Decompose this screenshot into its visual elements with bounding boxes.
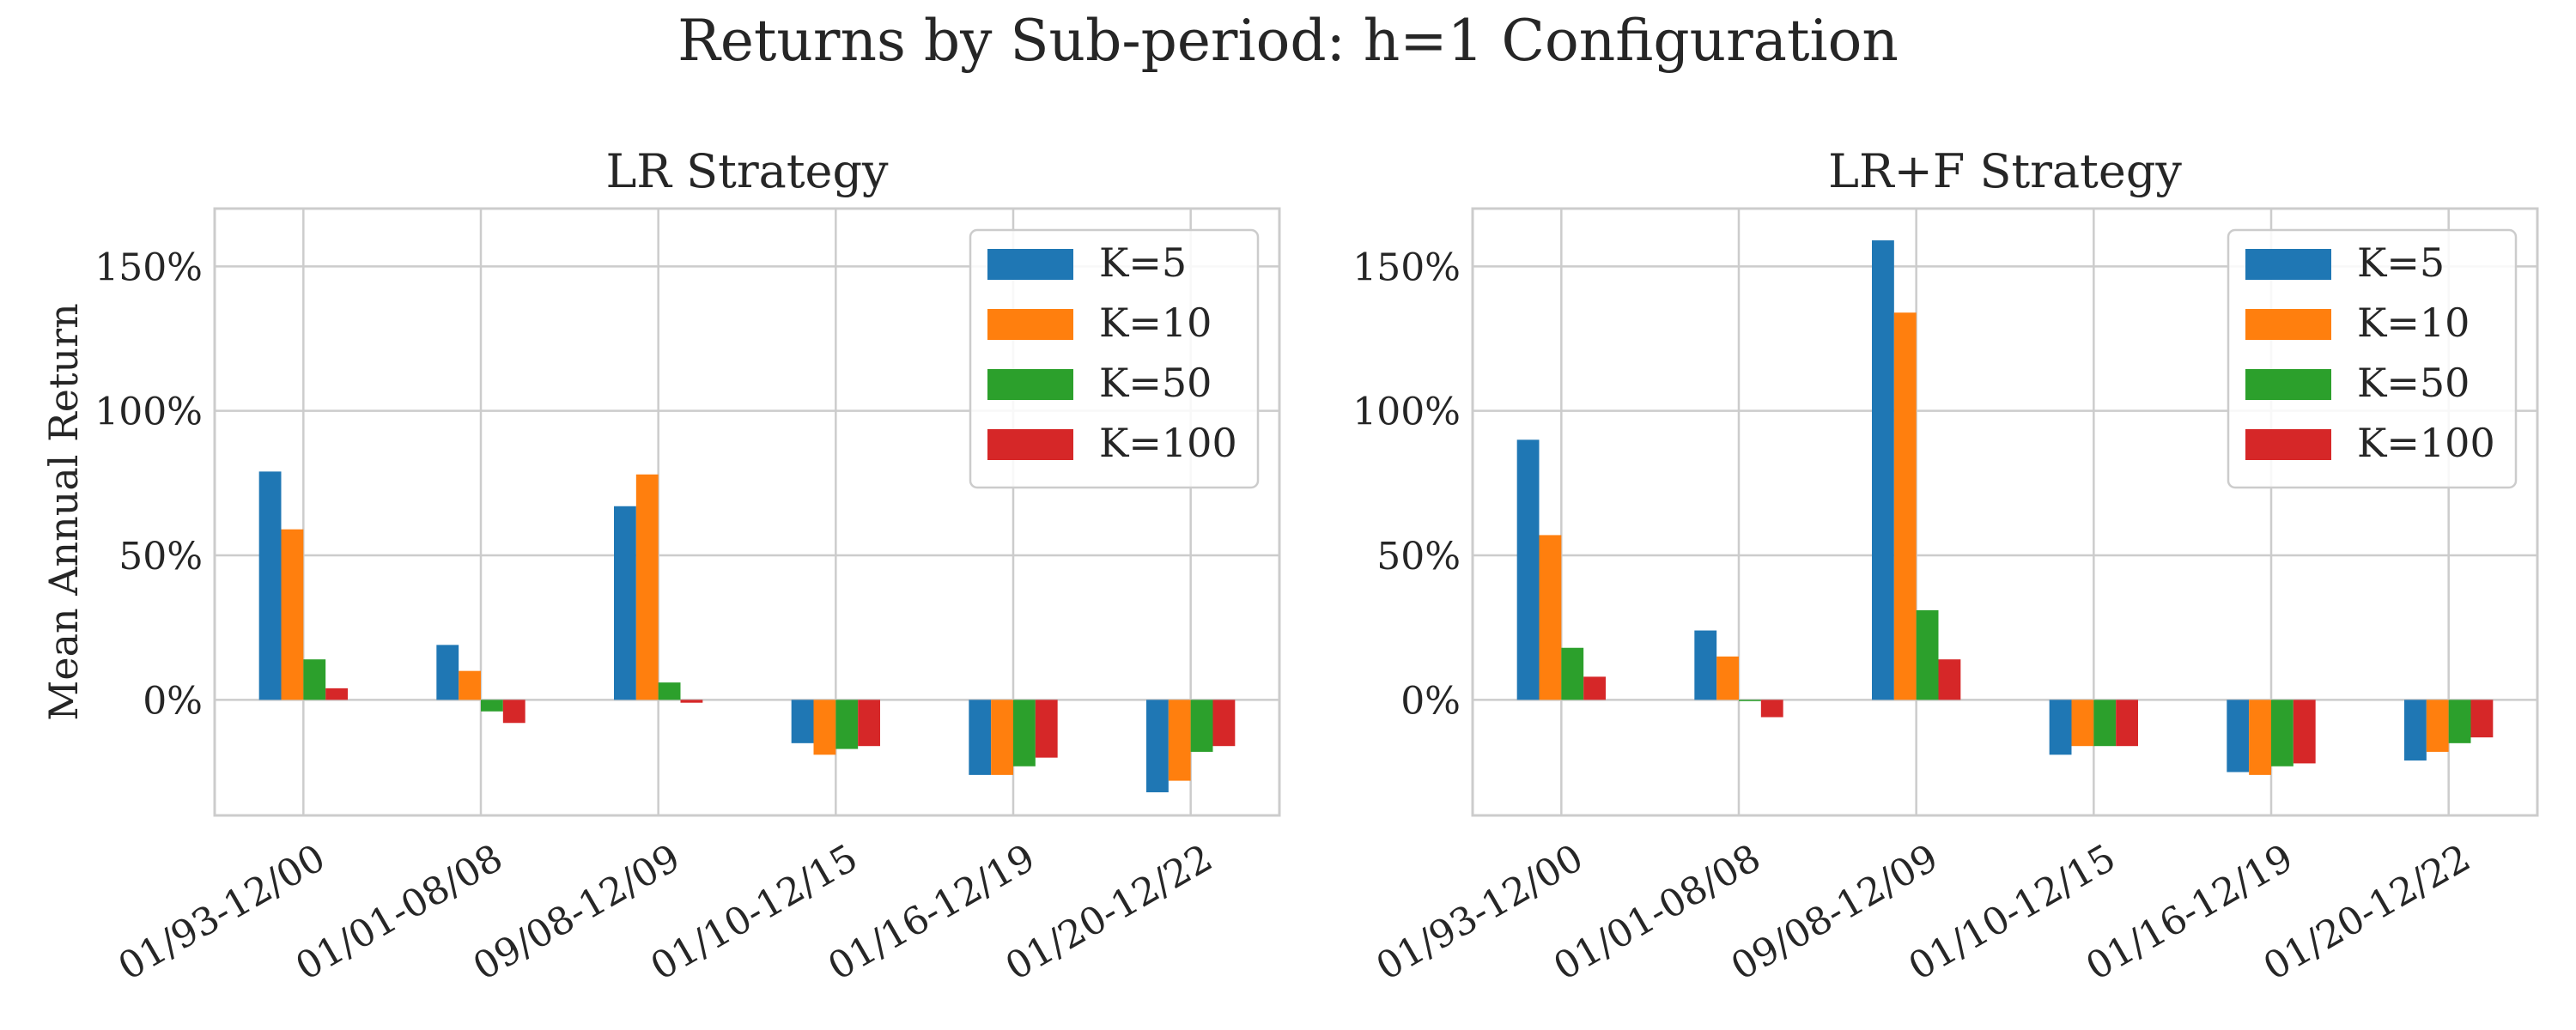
axes-frame bbox=[213, 207, 1281, 817]
bar-k10-5 bbox=[991, 700, 1013, 775]
bar-k5-5 bbox=[2227, 700, 2250, 772]
legend-swatch bbox=[987, 309, 1073, 340]
legend-label: K=10 bbox=[2357, 300, 2470, 346]
chart-panel-2: 0%50%100%150%01/93-12/0001/01-08/0809/08… bbox=[1352, 144, 2539, 989]
legend-swatch bbox=[987, 369, 1073, 400]
bar-k5-2 bbox=[1694, 630, 1717, 700]
legend-box bbox=[2227, 228, 2518, 489]
bar-k5-1 bbox=[1516, 439, 1540, 700]
bar-k5-3 bbox=[614, 506, 636, 700]
bar-k100-5 bbox=[1035, 700, 1058, 758]
bar-k50-6 bbox=[1190, 700, 1213, 752]
bar-k100-3 bbox=[1938, 659, 1961, 700]
y-tick-label: 0% bbox=[1400, 679, 1461, 723]
bar-k50-1 bbox=[1561, 647, 1584, 700]
bar-k100-1 bbox=[1583, 676, 1606, 700]
bar-k50-3 bbox=[1916, 609, 1939, 700]
y-tick-label: 150% bbox=[94, 245, 203, 289]
bar-k10-3 bbox=[635, 474, 659, 700]
bar-k10-2 bbox=[459, 670, 481, 700]
figure-title: Returns by Sub-period: h=1 Configuration bbox=[677, 8, 1899, 74]
chart-title: LR Strategy bbox=[605, 144, 889, 198]
y-tick-label: 50% bbox=[1376, 535, 1461, 579]
bar-k10-4 bbox=[2071, 700, 2094, 747]
bar-k5-4 bbox=[2049, 700, 2072, 755]
legend: K=5 K=10 K=50 K=100 bbox=[969, 228, 1260, 489]
bar-k100-5 bbox=[2293, 700, 2316, 764]
legend-box bbox=[969, 228, 1260, 489]
chart-title: LR+F Strategy bbox=[1828, 144, 2182, 198]
bar-k10-6 bbox=[1168, 700, 1191, 781]
bar-k50-4 bbox=[2093, 700, 2117, 747]
legend-label: K=10 bbox=[1099, 300, 1212, 346]
bar-k10-1 bbox=[281, 529, 304, 700]
bar-k10-5 bbox=[2249, 700, 2271, 775]
bar-k50-5 bbox=[2271, 700, 2293, 766]
bar-k100-4 bbox=[2116, 700, 2138, 747]
axes-frame bbox=[1471, 207, 2539, 817]
legend-swatch bbox=[2245, 429, 2331, 460]
bar-k5-4 bbox=[791, 700, 814, 743]
y-tick-label: 50% bbox=[118, 535, 203, 579]
y-axis-label: Mean Annual Return bbox=[40, 303, 87, 720]
bar-k50-6 bbox=[2448, 700, 2471, 743]
bar-k10-3 bbox=[1893, 312, 1917, 700]
legend-swatch bbox=[2245, 249, 2331, 280]
legend-swatch bbox=[2245, 309, 2331, 340]
bar-k5-2 bbox=[436, 645, 459, 700]
bar-k50-2 bbox=[1739, 700, 1761, 701]
bar-k5-5 bbox=[969, 700, 992, 775]
bar-k100-3 bbox=[680, 700, 703, 703]
y-tick-label: 100% bbox=[94, 391, 203, 434]
bar-k100-2 bbox=[502, 700, 526, 724]
chart-panel-1: 0%50%100%150%01/93-12/0001/01-08/0809/08… bbox=[40, 144, 1281, 989]
legend-label: K=5 bbox=[1099, 239, 1187, 286]
legend-label: K=50 bbox=[2357, 360, 2470, 406]
bar-k100-1 bbox=[325, 688, 348, 700]
legend-label: K=5 bbox=[2357, 239, 2445, 286]
bar-k100-6 bbox=[2470, 700, 2494, 738]
legend-swatch bbox=[2245, 369, 2331, 400]
legend-label: K=100 bbox=[1099, 420, 1237, 466]
bar-k50-4 bbox=[835, 700, 859, 749]
bar-k10-1 bbox=[1539, 535, 1562, 700]
y-tick-label: 100% bbox=[1352, 391, 1461, 434]
bar-k50-1 bbox=[303, 659, 326, 700]
bar-k50-5 bbox=[1013, 700, 1036, 766]
bar-k5-6 bbox=[1146, 700, 1169, 793]
legend-label: K=100 bbox=[2357, 420, 2495, 466]
bar-k10-4 bbox=[813, 700, 836, 755]
y-tick-label: 150% bbox=[1352, 245, 1461, 289]
legend: K=5 K=10 K=50 K=100 bbox=[2227, 228, 2518, 489]
bar-k50-2 bbox=[481, 700, 503, 712]
bar-k100-6 bbox=[1212, 700, 1236, 747]
legend-swatch bbox=[987, 249, 1073, 280]
bar-k50-3 bbox=[658, 682, 681, 700]
bar-k100-4 bbox=[858, 700, 880, 747]
bar-k100-2 bbox=[1760, 700, 1783, 718]
legend-label: K=50 bbox=[1099, 360, 1212, 406]
bar-k10-2 bbox=[1716, 656, 1739, 700]
chart-panels: 0%50%100%150%01/93-12/0001/01-08/0809/08… bbox=[40, 144, 2539, 989]
legend-swatch bbox=[987, 429, 1073, 460]
bar-k5-3 bbox=[1872, 240, 1894, 700]
bar-k10-6 bbox=[2426, 700, 2449, 752]
bar-k5-1 bbox=[258, 471, 282, 700]
y-tick-label: 0% bbox=[143, 679, 203, 723]
bar-k5-6 bbox=[2404, 700, 2427, 761]
